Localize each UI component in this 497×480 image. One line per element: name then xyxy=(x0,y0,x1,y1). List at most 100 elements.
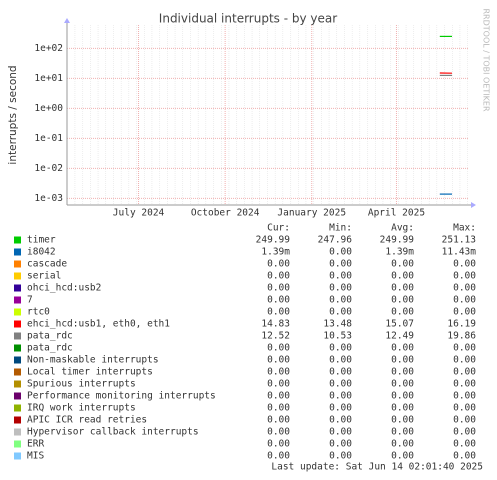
legend-header: Min: xyxy=(329,223,352,234)
legend-swatch xyxy=(14,440,21,448)
legend-stat: 19.86 xyxy=(447,331,476,342)
y-tick-label: 1e-02 xyxy=(34,163,63,174)
legend-swatch xyxy=(14,248,21,256)
legend-swatch xyxy=(14,272,21,280)
legend-stat: 0.00 xyxy=(453,403,476,414)
y-tick-label: 1e+00 xyxy=(34,103,63,114)
legend-stat: 0.00 xyxy=(453,367,476,378)
legend-swatch xyxy=(14,392,21,400)
legend-stat: 0.00 xyxy=(391,391,414,402)
legend-stat: 0.00 xyxy=(329,295,352,306)
legend-stat: 0.00 xyxy=(453,307,476,318)
legend-swatch xyxy=(14,320,21,328)
legend-name: Local timer interrupts xyxy=(27,367,153,378)
legend-stat: 0.00 xyxy=(453,295,476,306)
legend-stat: 0.00 xyxy=(267,343,290,354)
legend-swatch xyxy=(14,356,21,364)
last-update: Last update: Sat Jun 14 02:01:40 2025 xyxy=(271,462,483,473)
legend-stat: 0.00 xyxy=(453,415,476,426)
legend-name: i8042 xyxy=(27,247,56,258)
legend-stat: 0.00 xyxy=(329,271,352,282)
legend-stat: 0.00 xyxy=(453,283,476,294)
x-tick-label: July 2024 xyxy=(113,208,165,219)
legend-stat: 0.00 xyxy=(329,451,352,462)
x-arrow xyxy=(471,202,476,208)
legend-stat: 0.00 xyxy=(453,259,476,270)
legend-name: rtc0 xyxy=(27,307,50,318)
legend-stat: 0.00 xyxy=(453,439,476,450)
legend-stat: 0.00 xyxy=(267,427,290,438)
chart-title: Individual interrupts - by year xyxy=(159,12,337,26)
legend-stat: 0.00 xyxy=(329,283,352,294)
legend-stat: 0.00 xyxy=(391,379,414,390)
legend-stat: 0.00 xyxy=(391,451,414,462)
legend-stat: 0.00 xyxy=(329,427,352,438)
legend-stat: 0.00 xyxy=(391,439,414,450)
legend-stat: 0.00 xyxy=(329,391,352,402)
legend-stat: 1.39m xyxy=(385,247,414,258)
x-tick-label: April 2025 xyxy=(368,208,425,219)
minor-grid xyxy=(67,25,468,205)
legend-header: Cur: xyxy=(267,223,290,234)
legend-stat: 0.00 xyxy=(391,427,414,438)
legend-name: timer xyxy=(27,235,56,246)
legend-stat: 13.48 xyxy=(323,319,352,330)
legend-name: Performance monitoring interrupts xyxy=(27,391,216,402)
legend-stat: 251.13 xyxy=(442,235,476,246)
legend-stat: 0.00 xyxy=(329,247,352,258)
legend-name: Hypervisor callback interrupts xyxy=(27,427,199,438)
legend-name: Spurious interrupts xyxy=(27,379,136,390)
legend-stat: 0.00 xyxy=(391,367,414,378)
legend-name: ERR xyxy=(27,439,44,450)
legend-name: pata_rdc xyxy=(27,331,73,342)
legend-stat: 0.00 xyxy=(391,415,414,426)
y-tick-label: 1e-01 xyxy=(34,133,63,144)
legend-stat: 0.00 xyxy=(391,295,414,306)
legend-stat: 0.00 xyxy=(453,427,476,438)
legend-swatch xyxy=(14,332,21,340)
legend-stat: 0.00 xyxy=(329,403,352,414)
legend-stat: 0.00 xyxy=(267,379,290,390)
legend-name: pata_rdc xyxy=(27,343,73,354)
legend-name: IRQ work interrupts xyxy=(27,403,136,414)
side-label: RRDTOOL / TOBI OETIKER xyxy=(482,8,491,111)
legend-stat: 12.49 xyxy=(385,331,414,342)
legend-stat: 0.00 xyxy=(267,439,290,450)
legend-stat: 0.00 xyxy=(267,451,290,462)
legend-stat: 249.99 xyxy=(380,235,415,246)
legend-name: ohci_hcd:usb2 xyxy=(27,283,101,294)
x-tick-label: October 2024 xyxy=(191,208,260,219)
legend-stat: 0.00 xyxy=(267,415,290,426)
legend-stat: 0.00 xyxy=(453,379,476,390)
legend-stat: 0.00 xyxy=(453,343,476,354)
legend-stat: 247.96 xyxy=(318,235,353,246)
legend-stat: 0.00 xyxy=(329,439,352,450)
legend-stat: 0.00 xyxy=(329,415,352,426)
legend-name: cascade xyxy=(27,259,67,270)
legend-stat: 249.99 xyxy=(256,235,291,246)
legend-header: Max: xyxy=(453,223,476,234)
legend-stat: 1.39m xyxy=(261,247,290,258)
legend-name: APIC ICR read retries xyxy=(27,415,147,426)
legend-swatch xyxy=(14,344,21,352)
legend-stat: 0.00 xyxy=(391,355,414,366)
legend-stat: 0.00 xyxy=(267,391,290,402)
legend-swatch xyxy=(14,308,21,316)
legend-stat: 0.00 xyxy=(267,355,290,366)
legend-stat: 0.00 xyxy=(453,355,476,366)
y-tick-label: 1e-03 xyxy=(34,193,63,204)
legend-stat: 0.00 xyxy=(391,307,414,318)
legend-swatch xyxy=(14,236,21,244)
legend-stat: 12.52 xyxy=(261,331,290,342)
legend-header: Avg: xyxy=(391,223,414,234)
legend-stat: 0.00 xyxy=(329,307,352,318)
legend-stat: 11.43m xyxy=(442,247,477,258)
legend-swatch xyxy=(14,260,21,268)
legend-stat: 0.00 xyxy=(391,259,414,270)
legend-swatch xyxy=(14,284,21,292)
legend-stat: 0.00 xyxy=(329,379,352,390)
legend-stat: 14.83 xyxy=(261,319,290,330)
legend-stat: 0.00 xyxy=(267,307,290,318)
legend-stat: 0.00 xyxy=(329,343,352,354)
legend-stat: 0.00 xyxy=(267,283,290,294)
